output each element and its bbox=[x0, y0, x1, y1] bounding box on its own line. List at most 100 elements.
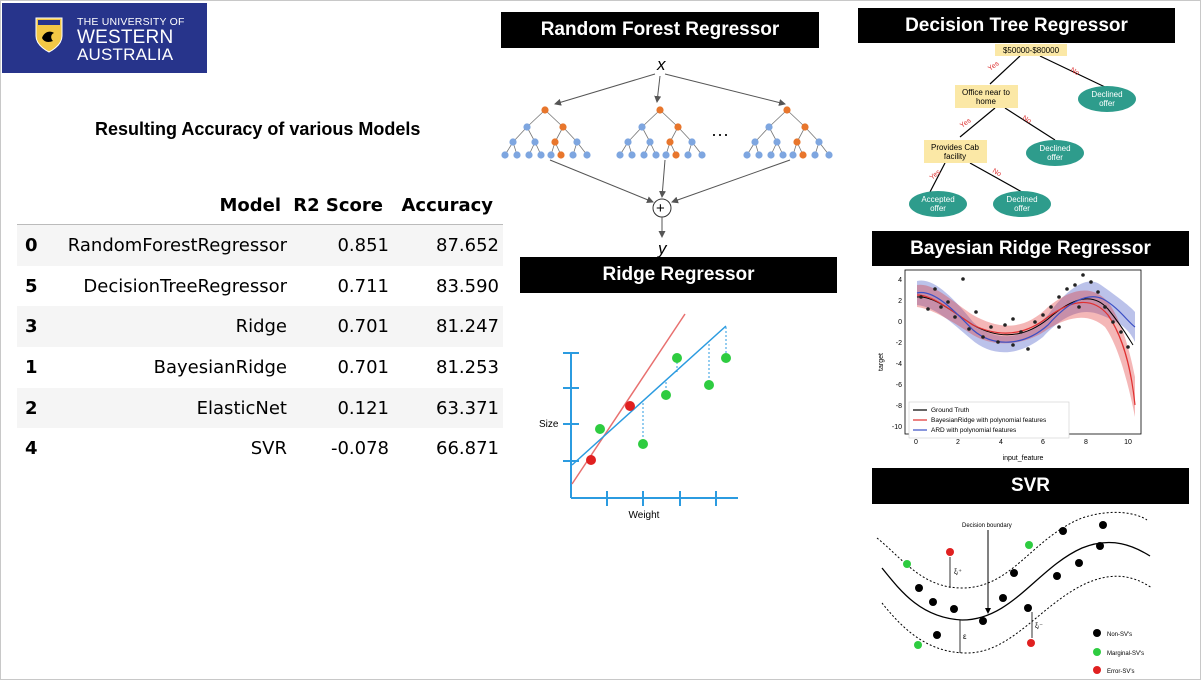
random-forest-title: Random Forest Regressor bbox=[501, 12, 819, 48]
bayes-legend-ridge: BayesianRidge with polynomial features bbox=[931, 417, 1047, 424]
bayes-legend-ground-truth: Ground Truth bbox=[931, 407, 970, 414]
bayes-xtick: 0 bbox=[914, 439, 918, 446]
bayes-ridge-band bbox=[917, 284, 1135, 417]
tree-edge-no: No bbox=[1021, 115, 1032, 126]
svr-epsilon: ε bbox=[963, 632, 967, 641]
svr-boundary bbox=[881, 541, 1151, 621]
page-subtitle: Resulting Accuracy of various Models bbox=[95, 119, 421, 139]
bayesian-title: Bayesian Ridge Regressor bbox=[872, 231, 1189, 266]
forest-trees bbox=[501, 105, 834, 160]
row-model: Ridge bbox=[235, 316, 287, 338]
bayes-legend-ard: ARD with polynomial features bbox=[931, 427, 1017, 434]
ridge-ylabel: Size bbox=[539, 419, 559, 430]
row-index: 2 bbox=[25, 397, 38, 419]
bayes-ytick: 0 bbox=[898, 319, 902, 326]
svr-xi-plus: ξᵢ⁺ bbox=[954, 569, 962, 576]
tree-node-cab bbox=[924, 140, 987, 163]
svr-xi-minus: ξᵢ⁻ bbox=[1035, 623, 1043, 630]
bayes-xtick: 2 bbox=[956, 439, 960, 446]
row-accuracy: 66.871 bbox=[436, 438, 499, 460]
svr-points bbox=[903, 521, 1107, 649]
tree-leaf-declined-3-line1: Declined bbox=[1006, 195, 1037, 204]
random-forest-diagram: x ··· + y bbox=[501, 55, 834, 258]
bayes-xtick: 6 bbox=[1041, 439, 1045, 446]
ridge-diagram: Weight Size bbox=[539, 313, 738, 521]
rf-output-label: y bbox=[657, 239, 668, 258]
bayes-ytick: 4 bbox=[898, 277, 902, 284]
rf-input-label: x bbox=[656, 55, 666, 74]
table-row: 1 BayesianRidge 0.701 81.253 bbox=[17, 347, 503, 388]
bayes-scatter bbox=[919, 273, 1130, 351]
svr-lower-margin bbox=[881, 575, 1153, 654]
row-index: 5 bbox=[25, 275, 38, 297]
bayes-ylabel: target bbox=[878, 353, 885, 371]
row-r2: 0.701 bbox=[337, 316, 389, 338]
row-model: ElasticNet bbox=[196, 397, 287, 419]
row-model: SVR bbox=[250, 438, 287, 460]
row-accuracy: 87.652 bbox=[436, 234, 499, 256]
svr-legend-marginal-sv: Marginal-SV's bbox=[1107, 651, 1144, 657]
bayes-ytick: -10 bbox=[892, 424, 902, 431]
bayes-xlabel: input_feature bbox=[1003, 455, 1044, 462]
tree-leaf-declined-1-line1: Declined bbox=[1091, 90, 1122, 99]
tree-leaf-declined-1 bbox=[1078, 86, 1136, 112]
crest-icon bbox=[35, 17, 63, 53]
table-row: 3 Ridge 0.701 81.247 bbox=[17, 306, 503, 348]
tree-node-cab-line1: Provides Cab bbox=[931, 143, 980, 152]
uwa-logo: THE UNIVERSITY OF WESTERN AUSTRALIA bbox=[2, 3, 207, 73]
tree-leaf-declined-1-line2: offer bbox=[1099, 99, 1115, 108]
tree-leaf-declined-2-line1: Declined bbox=[1039, 144, 1070, 153]
table-row: 0 RandomForestRegressor 0.851 87.652 bbox=[17, 224, 503, 266]
ridge-points bbox=[586, 353, 731, 465]
ridge-xlabel: Weight bbox=[629, 510, 660, 521]
table-header-r2: R2 Score bbox=[291, 186, 393, 225]
ridge-title: Ridge Regressor bbox=[520, 257, 837, 293]
bayes-xtick: 10 bbox=[1124, 439, 1132, 446]
tree-leaf-accepted-line2: offer bbox=[930, 204, 946, 213]
tree-node-office-line2: home bbox=[976, 97, 997, 106]
tree-leaf-accepted bbox=[909, 191, 967, 217]
row-model: RandomForestRegressor bbox=[67, 234, 287, 256]
table-row: 4 SVR -0.078 66.871 bbox=[17, 428, 503, 469]
row-r2: 0.711 bbox=[337, 275, 389, 297]
tree-leaf-declined-3 bbox=[993, 191, 1051, 217]
svr-legend-non-sv: Non-SV's bbox=[1107, 632, 1132, 638]
tree-edge-yes: Yes bbox=[929, 169, 943, 182]
table-row: 5 DecisionTreeRegressor 0.711 83.590 bbox=[17, 266, 503, 307]
rf-ellipsis: ··· bbox=[711, 124, 729, 144]
bayes-ard-line bbox=[916, 291, 1136, 343]
tree-edge-no: No bbox=[991, 168, 1002, 179]
bayes-ytick: -4 bbox=[896, 361, 902, 368]
svr-legend-error-sv: Error-SV's bbox=[1107, 669, 1134, 675]
table-header-model: Model bbox=[57, 186, 291, 225]
bayes-legend: Ground Truth BayesianRidge with polynomi… bbox=[908, 401, 1070, 439]
row-accuracy: 63.371 bbox=[436, 397, 499, 419]
bayes-xtick: 8 bbox=[1084, 439, 1088, 446]
decision-tree-diagram: $50000-$80000 Yes No Office near to home… bbox=[909, 44, 1136, 217]
results-table: Model R2 Score Accuracy 0 RandomForestRe… bbox=[17, 186, 503, 469]
row-accuracy: 83.590 bbox=[436, 275, 499, 297]
bayes-ytick: 2 bbox=[898, 298, 902, 305]
bayes-ard-band bbox=[917, 280, 1135, 353]
tree-node-office-line1: Office near to bbox=[962, 88, 1010, 97]
svr-legend: Non-SV's Marginal-SV's Error-SV's bbox=[1093, 629, 1144, 675]
row-accuracy: 81.253 bbox=[436, 356, 499, 378]
bayes-xtick: 4 bbox=[999, 439, 1003, 446]
table-row: 2 ElasticNet 0.121 63.371 bbox=[17, 387, 503, 429]
tree-edge-yes: Yes bbox=[987, 60, 1001, 73]
row-index: 3 bbox=[25, 316, 38, 338]
bayes-ytick: -8 bbox=[896, 403, 902, 410]
rf-combine-symbol: + bbox=[656, 200, 665, 217]
row-r2: -0.078 bbox=[330, 438, 389, 460]
table-header-row: Model R2 Score Accuracy bbox=[17, 186, 503, 225]
decision-tree-title: Decision Tree Regressor bbox=[858, 8, 1175, 43]
svr-title: SVR bbox=[872, 468, 1189, 504]
tree-edge-no: No bbox=[1069, 67, 1080, 78]
svr-upper-margin bbox=[876, 511, 1148, 589]
tree-node-office bbox=[955, 85, 1018, 108]
row-model: BayesianRidge bbox=[153, 356, 287, 378]
tree-node-cab-line2: facility bbox=[944, 152, 966, 161]
svr-boundary-label: Decision boundary bbox=[962, 523, 1012, 529]
tree-leaf-declined-2-line2: offer bbox=[1047, 153, 1063, 162]
table-header-index bbox=[17, 186, 57, 225]
